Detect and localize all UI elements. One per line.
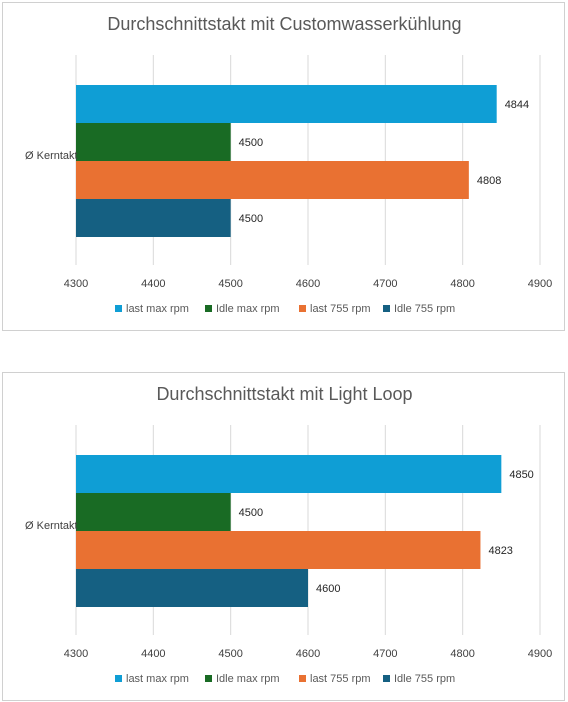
x-tick-label: 4800 (450, 648, 474, 660)
legend-swatch-idle-755-rpm (383, 305, 390, 312)
legend-label: Idle 755 rpm (394, 673, 455, 685)
bar-idle-max-rpm (76, 493, 231, 531)
legend-swatch-last-max-rpm (115, 305, 122, 312)
chart-panel-light-loop: Durchschnittstakt mit Light Loop 4300 4400… (2, 372, 565, 701)
x-tick-label: 4700 (373, 648, 397, 660)
chart-title: Durchschnittstakt mit Light Loop (156, 384, 412, 404)
data-label: 4823 (488, 545, 512, 557)
x-tick-label: 4300 (64, 648, 88, 660)
x-tick-label: 4400 (141, 648, 165, 660)
data-label: 4600 (316, 583, 340, 595)
bar-last-755-rpm (76, 531, 481, 569)
data-label: 4844 (505, 99, 529, 111)
legend-label: Idle 755 rpm (394, 303, 455, 315)
legend-swatch-last-max-rpm (115, 675, 122, 682)
x-tick-label: 4800 (450, 278, 474, 290)
legend-label: last 755 rpm (310, 673, 371, 685)
x-tick-label: 4600 (296, 278, 320, 290)
category-label: Ø Kerntakt (25, 520, 78, 532)
data-label: 4850 (509, 469, 533, 481)
bar-idle-max-rpm (76, 123, 231, 161)
data-label: 4500 (239, 213, 263, 225)
data-label: 4500 (239, 137, 263, 149)
chart-panel-customwasserkuehlung: Durchschnittstakt mit Customwasserkühlun… (2, 2, 565, 331)
x-tick-label: 4300 (64, 278, 88, 290)
data-label: 4500 (239, 507, 263, 519)
legend-swatch-idle-max-rpm (205, 675, 212, 682)
x-tick-label: 4900 (528, 648, 552, 660)
legend-label: last 755 rpm (310, 303, 371, 315)
bar-chart-customwasserkuehlung: Durchschnittstakt mit Customwasserkühlun… (25, 14, 552, 315)
data-label: 4808 (477, 175, 501, 187)
legend-swatch-idle-755-rpm (383, 675, 390, 682)
category-label: Ø Kerntakt (25, 150, 78, 162)
x-tick-label: 4700 (373, 278, 397, 290)
bar-idle-755-rpm (76, 199, 231, 237)
legend-swatch-last-755-rpm (299, 675, 306, 682)
bar-chart-light-loop: Durchschnittstakt mit Light Loop 4300 4400… (25, 384, 552, 685)
legend-label: Idle max rpm (216, 673, 280, 685)
chart-title: Durchschnittstakt mit Customwasserkühlun… (107, 14, 461, 34)
bar-last-max-rpm (76, 455, 502, 493)
legend-swatch-idle-max-rpm (205, 305, 212, 312)
bar-last-max-rpm (76, 85, 497, 123)
x-tick-label: 4900 (528, 278, 552, 290)
bar-idle-755-rpm (76, 569, 308, 607)
x-tick-label: 4600 (296, 648, 320, 660)
legend-swatch-last-755-rpm (299, 305, 306, 312)
x-tick-label: 4400 (141, 278, 165, 290)
legend-label: last max rpm (126, 673, 189, 685)
bar-last-755-rpm (76, 161, 469, 199)
x-tick-label: 4500 (218, 278, 242, 290)
legend-label: last max rpm (126, 303, 189, 315)
x-tick-label: 4500 (218, 648, 242, 660)
legend-label: Idle max rpm (216, 303, 280, 315)
